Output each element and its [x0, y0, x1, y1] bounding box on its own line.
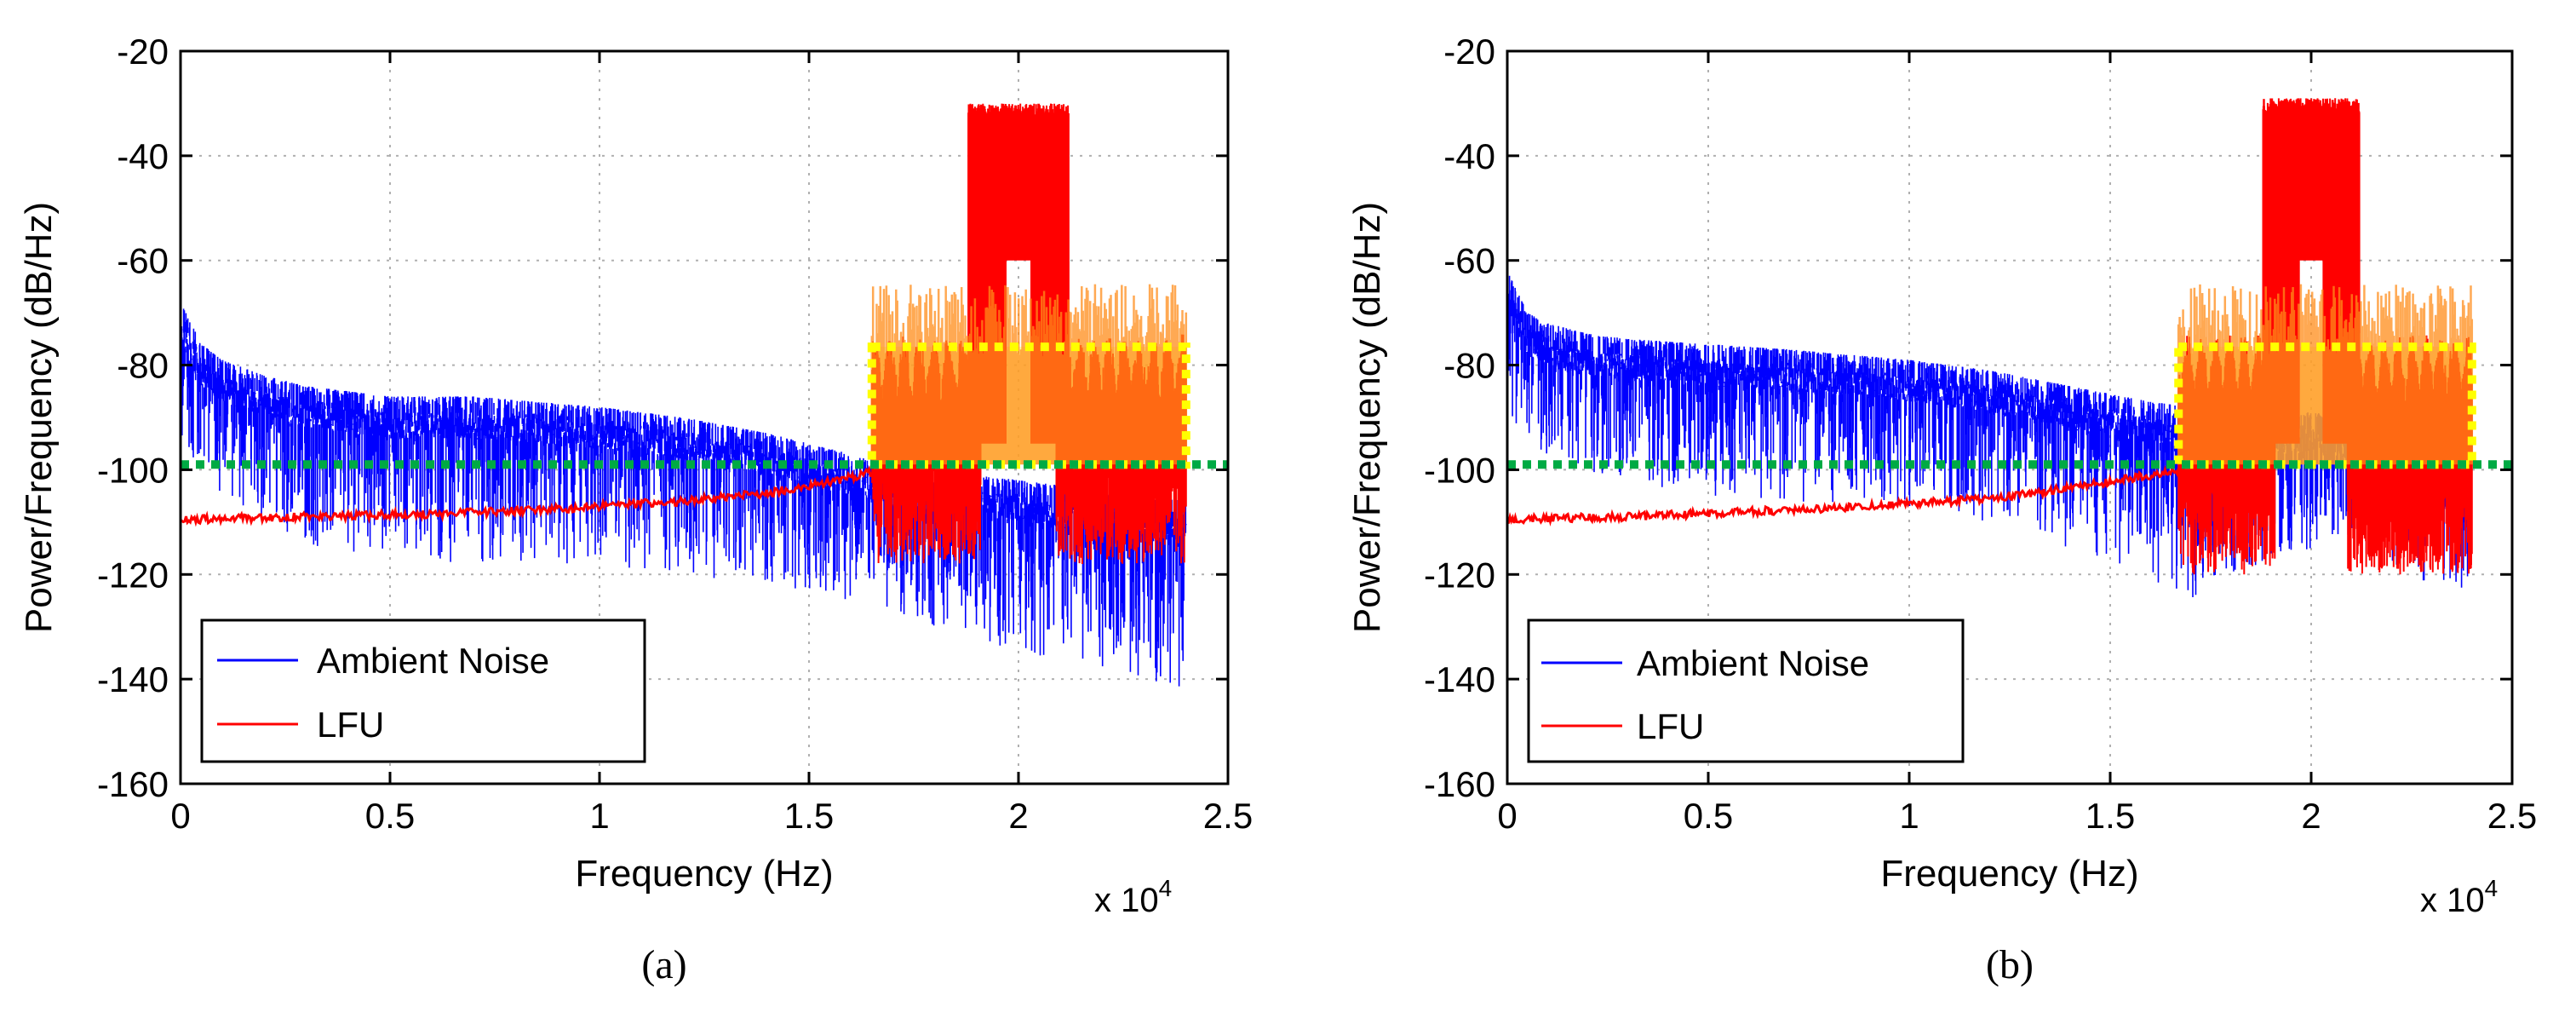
- y-axis-label: Power/Frequency (dB/Hz): [18, 202, 60, 633]
- y-tick-labels: -20 -40 -60 -80 -100 -120 -140 -160: [97, 32, 169, 804]
- x-tick-label: 0: [170, 796, 190, 836]
- y-tick-label: -120: [97, 555, 169, 595]
- panel-caption: (a): [641, 942, 686, 987]
- y-tick-label: -60: [117, 241, 169, 281]
- x-axis-label: Frequency (Hz): [575, 853, 833, 895]
- y-tick-label: -80: [1443, 346, 1495, 386]
- lfu-baseline: [180, 465, 874, 527]
- y-tick-labels: -20 -40 -60 -80 -100 -120 -140 -160: [1424, 32, 1495, 804]
- x-tick-label: 1.5: [784, 796, 834, 836]
- legend-lfu-label: LFU: [1637, 706, 1704, 746]
- x-tick-label: 2: [1008, 796, 1028, 836]
- x-axis-label: Frequency (Hz): [1880, 853, 2138, 895]
- legend-noise-label: Ambient Noise: [317, 641, 549, 681]
- y-axis-label: Power/Frequency (dB/Hz): [1346, 202, 1388, 633]
- legend-box: [200, 618, 646, 763]
- y-tick-label: -80: [117, 346, 169, 386]
- chart-panel-b: 0 0.5 1 1.5 2 2.5 -20 -40 -60 -80 -100 -120 -140 -16…: [1346, 32, 2537, 987]
- legend-box: [1527, 618, 1965, 763]
- x-tick-label: 2.5: [1203, 796, 1253, 836]
- legend: Ambient Noise LFU: [200, 618, 646, 763]
- y-tick-label: -140: [97, 659, 169, 699]
- y-tick-label: -160: [97, 764, 169, 804]
- y-tick-label: -120: [1424, 555, 1495, 595]
- x-multiplier: x 104: [2420, 875, 2498, 919]
- y-tick-label: -100: [97, 450, 169, 490]
- panel-caption: (b): [1986, 942, 2034, 987]
- y-tick-label: -100: [1424, 450, 1495, 490]
- x-tick-label: 0: [1497, 796, 1517, 836]
- axis-ticks: [1506, 49, 2514, 785]
- x-tick-label: 0.5: [1684, 796, 1733, 836]
- x-multiplier: x 104: [1094, 875, 1172, 919]
- y-tick-label: -40: [1443, 136, 1495, 176]
- y-tick-label: -40: [117, 136, 169, 176]
- x-tick-labels: 0 0.5 1 1.5 2 2.5: [1497, 796, 2537, 836]
- y-tick-label: -140: [1424, 659, 1495, 699]
- y-tick-label: -160: [1424, 764, 1495, 804]
- y-tick-label: -20: [1443, 32, 1495, 72]
- y-tick-label: -20: [117, 32, 169, 72]
- x-tick-label: 1: [589, 796, 609, 836]
- overlap-tint: [870, 284, 1188, 465]
- x-tick-label: 0.5: [365, 796, 415, 836]
- chart-panel-a: 0 0.5 1 1.5 2 2.5 -20 -40 -60 -80 -100 -120 -140 -16…: [18, 32, 1253, 987]
- y-tick-label: -60: [1443, 241, 1495, 281]
- plot-frame: [1506, 49, 2514, 785]
- axis-ticks: [179, 49, 1230, 785]
- x-tick-label: 1: [1899, 796, 1919, 836]
- plot-frame: [179, 49, 1230, 785]
- x-tick-label: 2: [2301, 796, 2321, 836]
- x-tick-label: 2.5: [2487, 796, 2537, 836]
- x-tick-labels: 0 0.5 1 1.5 2 2.5: [170, 796, 1253, 836]
- legend-noise-label: Ambient Noise: [1637, 643, 1869, 683]
- lfu-baseline: [1506, 465, 2180, 527]
- x-tick-label: 1.5: [2085, 796, 2135, 836]
- legend: Ambient Noise LFU: [1527, 618, 1965, 763]
- legend-lfu-label: LFU: [317, 705, 384, 745]
